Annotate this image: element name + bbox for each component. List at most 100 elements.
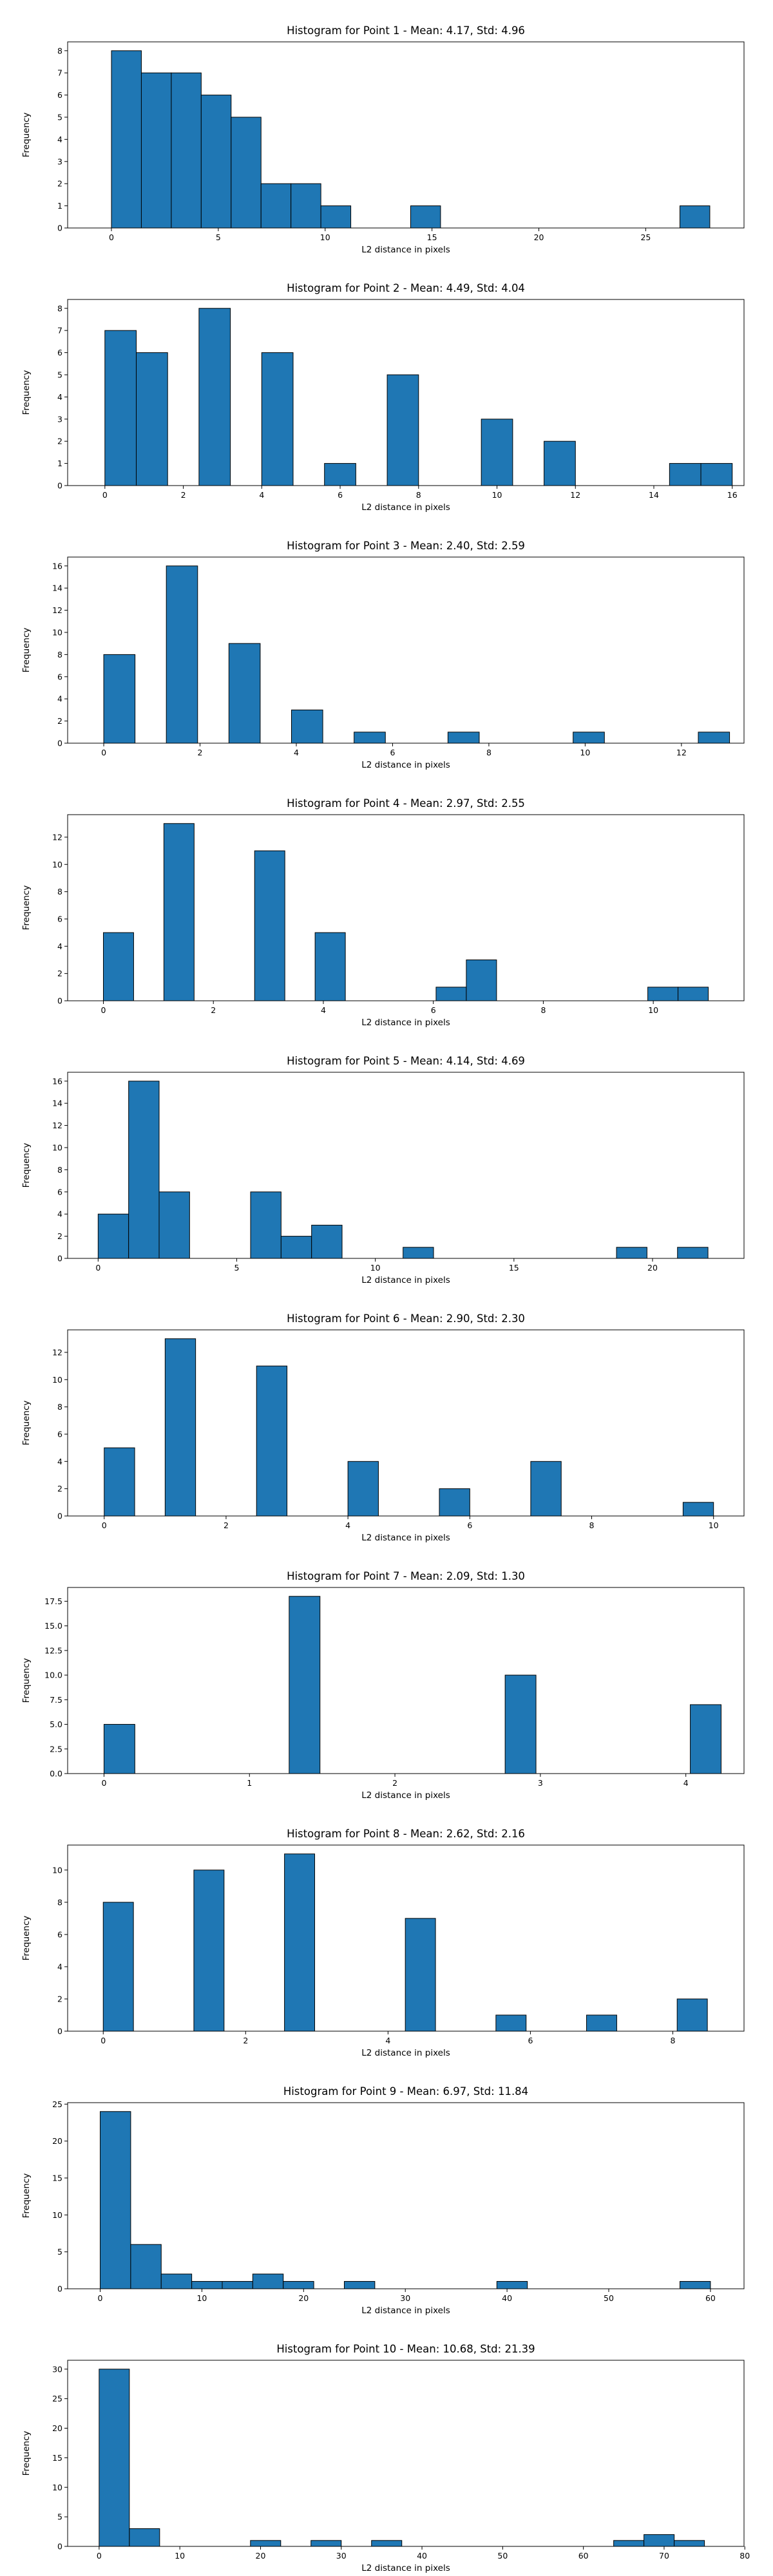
y-tick-label: 25 — [52, 2394, 62, 2403]
plot-frame — [67, 814, 745, 1001]
y-tick-label: 6 — [57, 1929, 62, 1939]
x-tick-label: 2 — [198, 748, 203, 757]
x-tick-label: 2 — [211, 1005, 216, 1015]
histogram-panel-5: Histogram for Point 5 - Mean: 4.14, Std:… — [21, 1055, 745, 1285]
y-tick-label: 15 — [52, 2453, 62, 2463]
y-tick-label: 0 — [57, 481, 62, 491]
histogram-bar — [504, 1674, 537, 1774]
histogram-bar — [320, 205, 352, 229]
x-tick-label: 6 — [338, 490, 343, 500]
histogram-panel-6: Histogram for Point 6 - Mean: 2.90, Std:… — [21, 1312, 745, 1543]
y-tick-label: 15.0 — [44, 1621, 62, 1631]
y-tick-label: 12.5 — [44, 1645, 62, 1655]
y-tick-label: 10 — [52, 1375, 62, 1385]
x-tick-label: 4 — [321, 1005, 326, 1015]
plot-frame — [67, 1329, 745, 1517]
histogram-bar — [371, 2540, 403, 2547]
x-tick-label: 10 — [709, 1520, 719, 1530]
y-tick-label: 2 — [57, 437, 62, 446]
y-tick-label: 0 — [57, 2542, 62, 2552]
y-tick-label: 4 — [57, 694, 62, 704]
histogram-bar — [495, 2014, 527, 2032]
x-axis-label: L2 distance in pixels — [361, 1275, 450, 1285]
y-tick-label: 15 — [52, 2173, 62, 2183]
x-tick-label: 20 — [298, 2293, 309, 2303]
y-tick-label: 3 — [57, 414, 62, 424]
y-tick-label: 0 — [57, 996, 62, 1006]
histogram-bar — [669, 463, 701, 486]
histogram-bar — [291, 709, 323, 744]
histogram-bar — [171, 72, 202, 229]
histogram-bar — [310, 2540, 342, 2547]
chart-title: Histogram for Point 7 - Mean: 2.09, Std:… — [287, 1570, 525, 1582]
y-tick-label: 0 — [57, 1511, 62, 1521]
x-tick-label: 2 — [392, 1778, 397, 1788]
y-tick-label: 12 — [52, 605, 62, 615]
histogram-panel-1: Histogram for Point 1 - Mean: 4.17, Std:… — [21, 24, 745, 255]
y-tick-label: 10 — [52, 1865, 62, 1875]
x-tick-label: 60 — [578, 2551, 589, 2561]
histogram-bar — [102, 1902, 134, 2032]
x-tick-label: 6 — [528, 2036, 533, 2045]
x-tick-label: 4 — [683, 1778, 689, 1788]
histogram-bar — [690, 1704, 721, 1774]
y-tick-label: 0 — [57, 2284, 62, 2294]
chart-title: Histogram for Point 8 - Mean: 2.62, Std:… — [287, 1828, 525, 1840]
y-axis-label: Frequency — [21, 1916, 32, 1961]
x-tick-label: 10 — [196, 2293, 207, 2303]
x-tick-label: 2 — [243, 2036, 248, 2045]
x-tick-label: 4 — [385, 2036, 390, 2045]
histogram-bar — [616, 1247, 647, 1259]
x-tick-label: 10 — [370, 1263, 381, 1273]
x-tick-label: 80 — [740, 2551, 750, 2561]
y-tick-label: 0 — [57, 2027, 62, 2036]
y-axis-label: Frequency — [21, 628, 32, 673]
x-axis-label: L2 distance in pixels — [361, 760, 450, 770]
histogram-bar — [386, 374, 419, 486]
histogram-bar — [254, 850, 285, 1001]
y-axis-label: Frequency — [21, 1658, 32, 1703]
histogram-bar — [260, 183, 292, 229]
histogram-bar — [200, 95, 232, 229]
y-tick-label: 7 — [57, 326, 62, 336]
y-tick-label: 8 — [57, 650, 62, 659]
histogram-bar — [102, 932, 134, 1001]
plot-frame — [67, 1072, 745, 1259]
histogram-bar — [280, 1236, 312, 1259]
x-tick-label: 8 — [416, 490, 421, 500]
y-tick-label: 5 — [57, 370, 62, 379]
x-tick-label: 6 — [467, 1520, 472, 1530]
x-tick-label: 8 — [589, 1520, 595, 1530]
x-tick-label: 30 — [336, 2551, 347, 2561]
histogram-bar — [530, 1461, 562, 1517]
x-tick-label: 0 — [97, 2551, 102, 2561]
y-tick-label: 8 — [57, 46, 62, 55]
chart-title: Histogram for Point 9 - Mean: 6.97, Std:… — [283, 2085, 528, 2098]
y-axis-label: Frequency — [21, 1143, 32, 1188]
histogram-bar — [140, 72, 172, 229]
y-tick-label: 20 — [52, 2136, 62, 2146]
histogram-bar — [644, 2534, 675, 2547]
chart-title: Histogram for Point 2 - Mean: 4.49, Std:… — [287, 282, 525, 294]
x-tick-label: 6 — [431, 1005, 436, 1015]
y-tick-label: 5 — [57, 2512, 62, 2522]
y-tick-label: 4 — [57, 942, 62, 951]
histogram-bar — [347, 1461, 379, 1517]
y-axis-label: Frequency — [21, 113, 32, 158]
histogram-bar — [289, 1596, 321, 1774]
histogram-bar — [439, 1488, 470, 1517]
histogram-bar — [136, 352, 168, 486]
y-tick-label: 25 — [52, 2099, 62, 2109]
histogram-bar — [354, 732, 386, 744]
histogram-bar — [228, 643, 261, 744]
x-tick-label: 20 — [256, 2551, 266, 2561]
plot-frame — [67, 299, 745, 486]
histogram-panel-3: Histogram for Point 3 - Mean: 2.40, Std:… — [21, 540, 745, 770]
histogram-bar — [680, 2281, 711, 2289]
histogram-bar — [222, 2281, 253, 2289]
y-tick-label: 4 — [57, 1457, 62, 1466]
y-tick-label: 7 — [57, 68, 62, 78]
x-tick-label: 5 — [234, 1263, 240, 1273]
x-tick-label: 10 — [492, 490, 502, 500]
